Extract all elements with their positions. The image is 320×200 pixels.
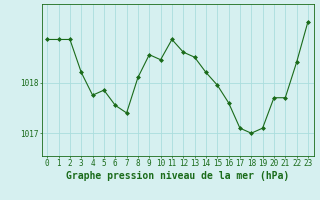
X-axis label: Graphe pression niveau de la mer (hPa): Graphe pression niveau de la mer (hPa) [66,171,289,181]
